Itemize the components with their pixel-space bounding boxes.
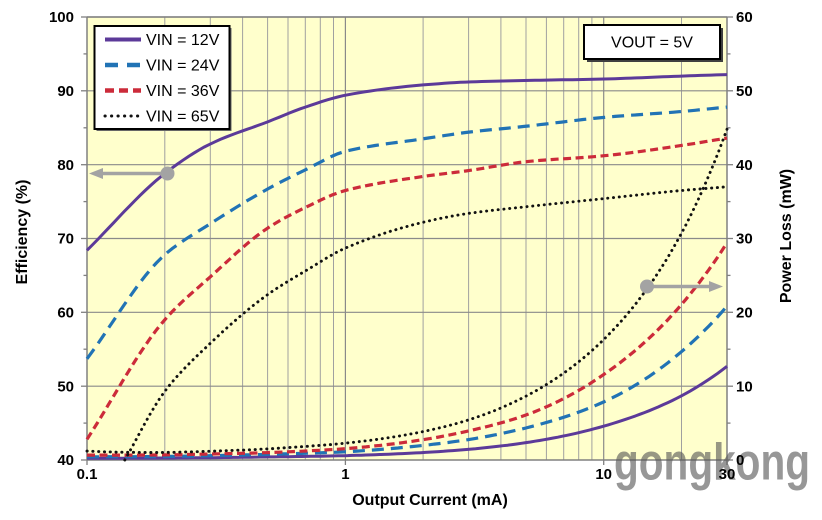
svg-text:Efficiency (%): Efficiency (%) <box>14 180 31 285</box>
svg-text:40: 40 <box>57 452 74 469</box>
svg-text:100: 100 <box>49 9 74 26</box>
svg-text:60: 60 <box>57 305 74 322</box>
svg-text:50: 50 <box>57 378 74 395</box>
svg-text:70: 70 <box>57 231 74 248</box>
svg-text:1: 1 <box>341 466 349 483</box>
svg-text:0.1: 0.1 <box>77 466 98 483</box>
svg-text:30: 30 <box>719 466 736 483</box>
svg-text:10: 10 <box>595 466 612 483</box>
svg-text:0: 0 <box>736 452 744 469</box>
svg-text:40: 40 <box>736 157 753 174</box>
svg-text:Output Current (mA): Output Current (mA) <box>352 492 508 509</box>
svg-text:gongkong: gongkong <box>614 434 810 492</box>
svg-text:80: 80 <box>57 157 74 174</box>
svg-text:10: 10 <box>736 378 753 395</box>
svg-text:20: 20 <box>736 305 753 322</box>
svg-text:60: 60 <box>736 9 753 26</box>
svg-text:VIN = 36V: VIN = 36V <box>146 83 220 100</box>
svg-text:Power Loss (mW): Power Loss (mW) <box>778 169 795 303</box>
svg-text:90: 90 <box>57 83 74 100</box>
svg-text:VIN = 12V: VIN = 12V <box>146 32 220 49</box>
svg-text:50: 50 <box>736 83 753 100</box>
svg-text:VIN = 24V: VIN = 24V <box>146 58 220 75</box>
svg-text:VIN = 65V: VIN = 65V <box>146 109 220 126</box>
svg-text:VOUT = 5V: VOUT = 5V <box>611 35 693 52</box>
svg-text:30: 30 <box>736 231 753 248</box>
